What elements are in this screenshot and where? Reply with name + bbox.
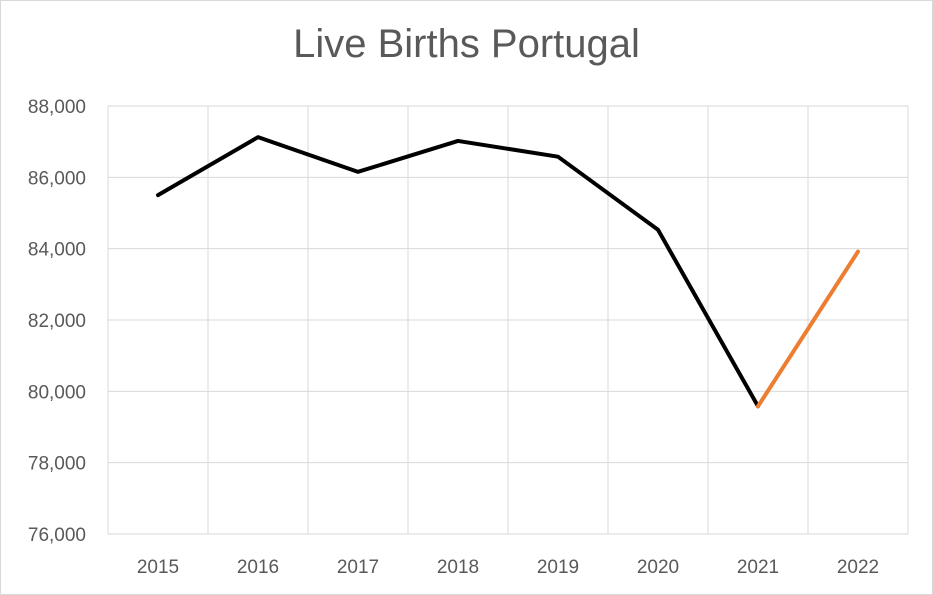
x-tick-label: 2015 bbox=[137, 557, 179, 578]
x-tick-label: 2019 bbox=[537, 557, 579, 578]
series-line-1 bbox=[156, 135, 760, 409]
x-tick-label: 2018 bbox=[437, 557, 479, 578]
chart-title: Live Births Portugal bbox=[293, 22, 640, 66]
y-tick-label: 88,000 bbox=[28, 97, 86, 118]
y-tick-label: 80,000 bbox=[28, 382, 86, 403]
y-tick-label: 84,000 bbox=[28, 240, 86, 261]
x-tick-label: 2017 bbox=[337, 557, 379, 578]
series-line-2 bbox=[756, 249, 860, 409]
series-lines bbox=[156, 135, 860, 409]
x-tick-label: 2021 bbox=[737, 557, 779, 578]
x-axis-tick-labels: 2015 2016 2017 2018 2019 2020 2021 2022 bbox=[137, 557, 879, 578]
gridlines bbox=[107, 105, 909, 535]
x-tick-label: 2016 bbox=[237, 557, 279, 578]
y-tick-label: 86,000 bbox=[28, 168, 86, 189]
y-axis-tick-labels: 76,000 78,000 80,000 82,000 84,000 86,000 88,0… bbox=[28, 97, 86, 546]
y-tick-label: 82,000 bbox=[28, 311, 86, 332]
x-tick-label: 2022 bbox=[837, 557, 879, 578]
y-tick-label: 76,000 bbox=[28, 525, 86, 546]
x-tick-label: 2020 bbox=[637, 557, 679, 578]
y-tick-label: 78,000 bbox=[28, 454, 86, 475]
